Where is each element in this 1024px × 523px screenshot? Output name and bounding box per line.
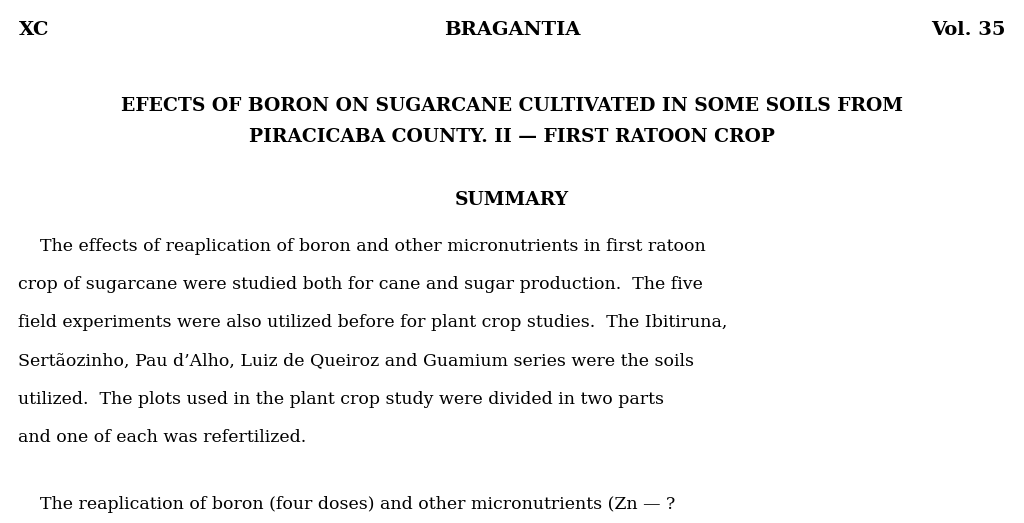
Text: crop of sugarcane were studied both for cane and sugar production.  The five: crop of sugarcane were studied both for … — [18, 276, 703, 293]
Text: SUMMARY: SUMMARY — [455, 191, 569, 209]
Text: The reaplication of boron (four doses) and other micronutrients (Zn — ?: The reaplication of boron (four doses) a… — [18, 496, 676, 513]
Text: The effects of reaplication of boron and other micronutrients in first ratoon: The effects of reaplication of boron and… — [18, 238, 707, 255]
Text: field experiments were also utilized before for plant crop studies.  The Ibitiru: field experiments were also utilized bef… — [18, 314, 728, 332]
Text: and one of each was refertilized.: and one of each was refertilized. — [18, 429, 306, 446]
Text: Vol. 35: Vol. 35 — [931, 21, 1006, 39]
Text: BRAGANTIA: BRAGANTIA — [443, 21, 581, 39]
Text: Sertãozinho, Pau d’Alho, Luiz de Queiroz and Guamium series were the soils: Sertãozinho, Pau d’Alho, Luiz de Queiroz… — [18, 353, 694, 370]
Text: PIRACICABA COUNTY. II — FIRST RATOON CROP: PIRACICABA COUNTY. II — FIRST RATOON CRO… — [249, 128, 775, 146]
Text: XC: XC — [18, 21, 49, 39]
Text: utilized.  The plots used in the plant crop study were divided in two parts: utilized. The plots used in the plant cr… — [18, 391, 665, 408]
Text: EFECTS OF BORON ON SUGARCANE CULTIVATED IN SOME SOILS FROM: EFECTS OF BORON ON SUGARCANE CULTIVATED … — [121, 97, 903, 115]
